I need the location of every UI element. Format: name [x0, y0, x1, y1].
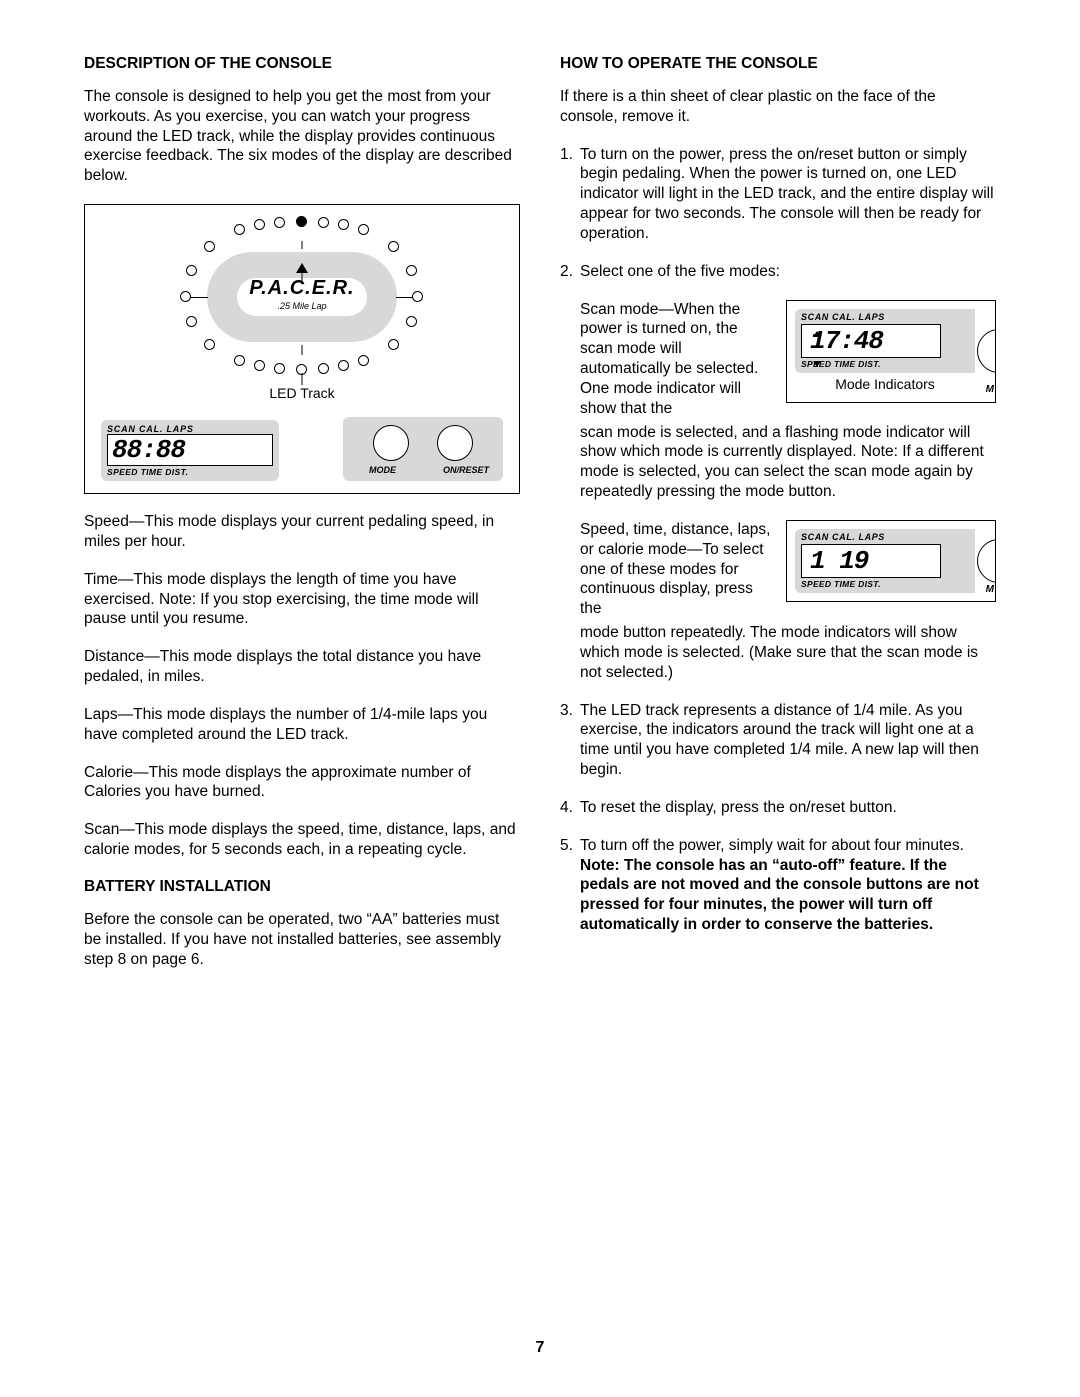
lcd-upper-labels: SCAN CAL. LAPS	[801, 532, 975, 544]
mode-time: Time—This mode displays the length of ti…	[84, 570, 520, 629]
step-3: 3.The LED track represents a distance of…	[560, 701, 996, 780]
manual-page: DESCRIPTION OF THE CONSOLE The console i…	[0, 0, 1080, 1017]
button-panel: MODE ON/RESET	[343, 417, 503, 481]
step-text: To turn on the power, press the on/reset…	[580, 146, 994, 242]
step-text: The LED track represents a distance of 1…	[580, 702, 979, 778]
step-4: 4.To reset the display, press the on/res…	[560, 798, 996, 818]
scan-after-text: scan mode is selected, and a flashing mo…	[580, 423, 996, 502]
mode-scan: Scan—This mode displays the speed, time,…	[84, 820, 520, 860]
track-tick	[302, 345, 303, 355]
section-heading: DESCRIPTION OF THE CONSOLE	[84, 55, 520, 73]
led-track-area: P.A.C.E.R. .25 Mile Lap	[162, 219, 442, 374]
lcd-lower-labels: SPEED TIME DIST.	[107, 467, 273, 477]
reset-button-label: ON/RESET	[443, 465, 489, 475]
mode-button-label: MODE	[369, 465, 396, 475]
mode-calorie: Calorie—This mode displays the approxima…	[84, 763, 520, 803]
pacer-logo: P.A.C.E.R.	[249, 277, 354, 300]
console-diagram: P.A.C.E.R. .25 Mile Lap LED Track SCAN C…	[84, 204, 520, 494]
mode-button[interactable]	[373, 425, 409, 461]
lcd-upper-labels: SCAN CAL. LAPS	[107, 424, 273, 434]
lcd-reading: 17:48	[810, 325, 883, 358]
section-heading: BATTERY INSTALLATION	[84, 878, 520, 896]
speed-after-text: mode button repeatedly. The mode indicat…	[580, 623, 996, 682]
track-tick	[188, 297, 208, 298]
arrow-up-icon	[813, 331, 821, 337]
track-tick	[302, 241, 303, 249]
speed-mode-diagram: SCAN CAL. LAPS 1 19 SPEED TIME DIST. M	[786, 520, 996, 602]
on-reset-button[interactable]	[437, 425, 473, 461]
mode-speed: Speed—This mode displays your current pe…	[84, 512, 520, 552]
mode-indicators-label: Mode Indicators	[795, 376, 975, 394]
scan-mode-diagram: SCAN CAL. LAPS 17:48 SPEED TIME DIST. Mo…	[786, 300, 996, 403]
mile-lap-label: .25 Mile Lap	[277, 301, 326, 311]
lcd-lower-labels: SPEED TIME DIST.	[801, 359, 975, 370]
step-5: 5.To turn off the power, simply wait for…	[560, 836, 996, 935]
arrow-down-icon	[813, 361, 821, 367]
arrow-up-icon	[296, 263, 308, 273]
intro-paragraph: The console is designed to help you get …	[84, 87, 520, 186]
mode-distance: Distance—This mode displays the total di…	[84, 647, 520, 687]
button-partial	[977, 539, 996, 583]
instruction-list: 1.To turn on the power, press the on/res…	[560, 145, 996, 935]
lcd-reading: 1 19	[810, 545, 868, 578]
page-number: 7	[536, 1339, 545, 1357]
leader-line	[302, 373, 303, 385]
step-text-a: To turn off the power, simply wait for a…	[580, 837, 964, 854]
section-heading: HOW TO OPERATE THE CONSOLE	[560, 55, 996, 73]
step-1: 1.To turn on the power, press the on/res…	[560, 145, 996, 244]
left-column: DESCRIPTION OF THE CONSOLE The console i…	[84, 55, 520, 987]
m-label: M	[986, 584, 994, 597]
mode-laps: Laps—This mode displays the number of 1/…	[84, 705, 520, 745]
lcd-upper-labels: SCAN CAL. LAPS	[801, 312, 975, 324]
led-track-label: LED Track	[269, 385, 334, 401]
step-text-b: Note: The console has an “auto-off” feat…	[580, 857, 979, 933]
lcd-window: 88:88	[107, 434, 273, 466]
battery-paragraph: Before the console can be operated, two …	[84, 910, 520, 969]
step-2: 2. Select one of the five modes: SCAN CA…	[560, 262, 996, 683]
button-partial	[977, 329, 996, 373]
right-column: HOW TO OPERATE THE CONSOLE If there is a…	[560, 55, 996, 987]
m-label: M	[986, 384, 994, 397]
step-lead: Select one of the five modes:	[580, 263, 780, 280]
step-text: To reset the display, press the on/reset…	[580, 799, 897, 816]
intro-paragraph: If there is a thin sheet of clear plasti…	[560, 87, 996, 127]
lcd-reading: 88:88	[112, 435, 185, 465]
lcd-lower-labels: SPEED TIME DIST.	[801, 579, 975, 590]
lcd-panel: SCAN CAL. LAPS 88:88 SPEED TIME DIST.	[101, 420, 279, 481]
